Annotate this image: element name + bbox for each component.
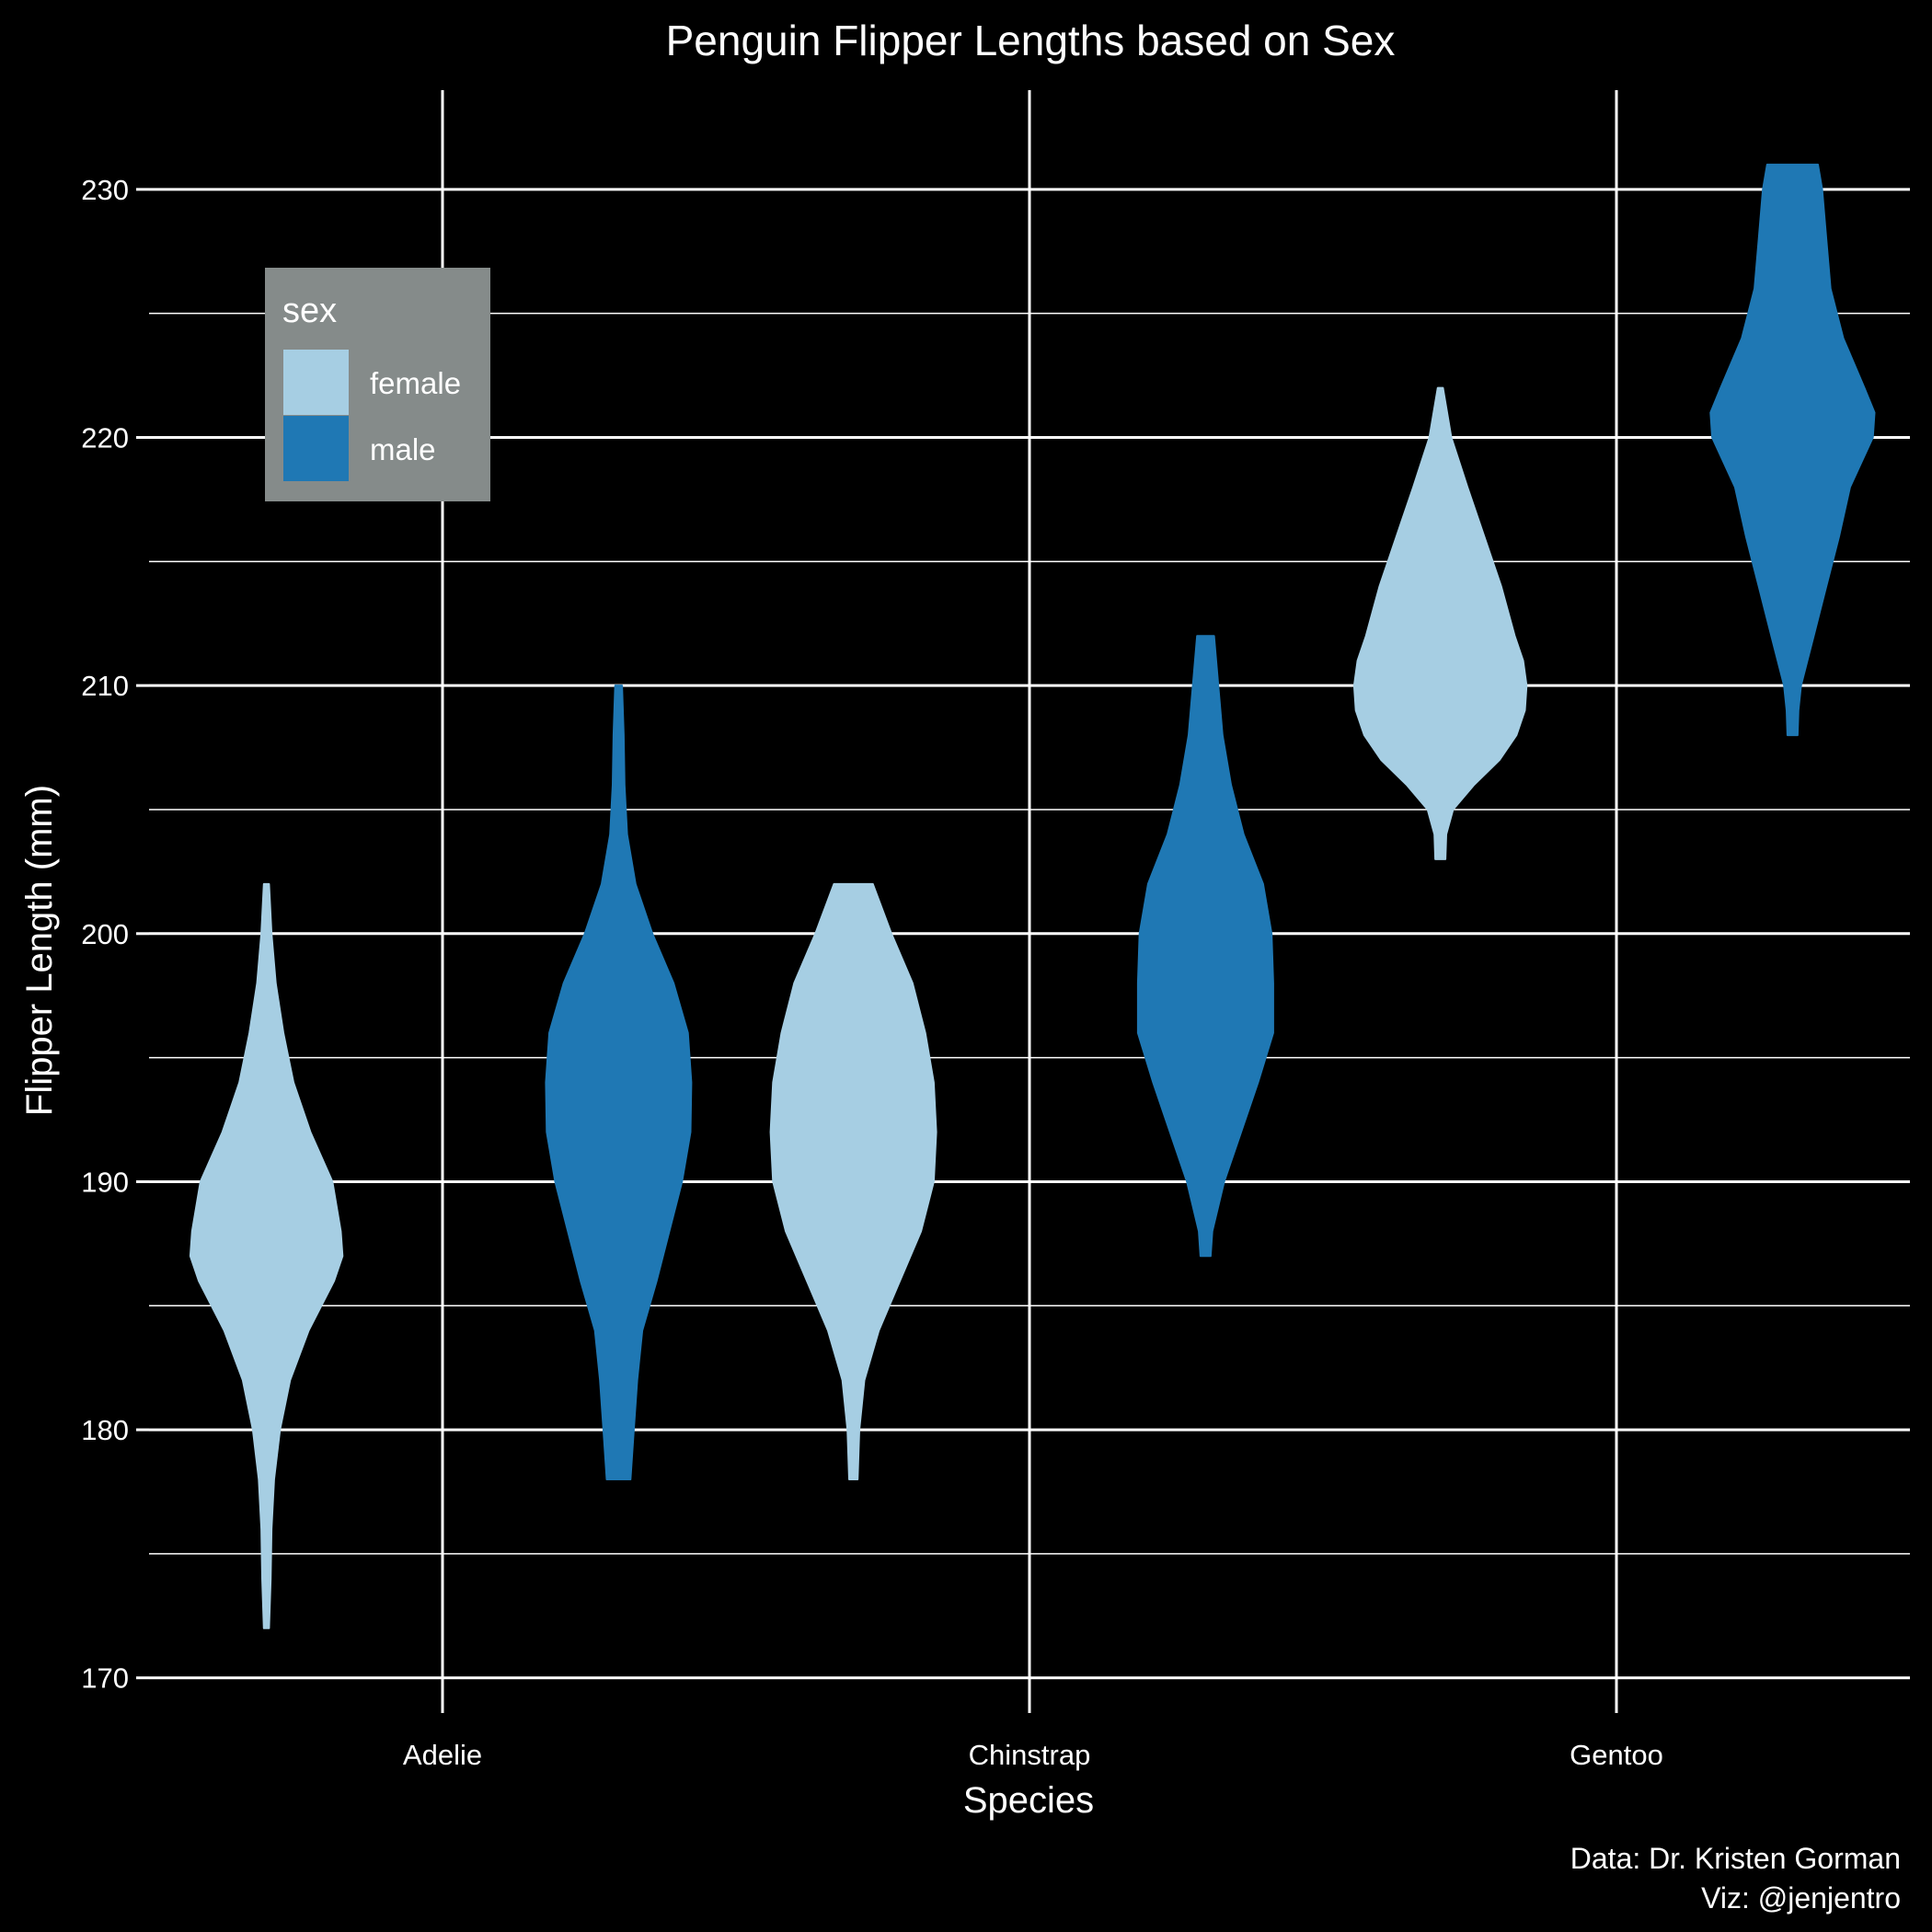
x-tick-labels: Adelie Chinstrap Gentoo [403,1739,1663,1771]
y-tick-label: 200 [81,918,129,950]
x-tick-label: Gentoo [1570,1739,1663,1771]
legend: sex female male [265,268,490,501]
gridlines [149,90,1910,1713]
violin-female-chinstrap [769,882,937,1480]
legend-swatch-male [283,416,349,481]
x-axis-title: Species [963,1780,1094,1821]
caption-viz-credit: Viz: @jenjentro [1701,1881,1901,1915]
violin-male-chinstrap [1136,635,1274,1258]
x-tick-label: Chinstrap [969,1739,1091,1771]
caption-data-source: Data: Dr. Kristen Gorman [1570,1842,1901,1875]
violins [189,163,1876,1629]
y-tick-label: 190 [81,1166,129,1198]
violin-female-gentoo [1352,386,1528,860]
y-axis-title: Flipper Length (mm) [19,785,60,1116]
violin-male-gentoo [1709,163,1876,737]
y-tick-label: 230 [81,174,129,206]
y-tick-label: 180 [81,1414,129,1446]
x-tick-label: Adelie [403,1739,482,1771]
violin-female-adelie [189,882,344,1629]
legend-swatch-female [283,350,349,415]
y-tick-label: 220 [81,422,129,454]
legend-label-male: male [370,432,436,466]
y-tick-label: 210 [81,670,129,702]
y-tick-labels: 170 180 190 200 210 220 230 [81,174,149,1695]
chart-title: Penguin Flipper Lengths based on Sex [666,17,1396,64]
y-tick-label: 170 [81,1662,129,1695]
violin-male-adelie [545,684,693,1480]
legend-label-female: female [370,366,461,400]
legend-title: sex [282,292,337,330]
